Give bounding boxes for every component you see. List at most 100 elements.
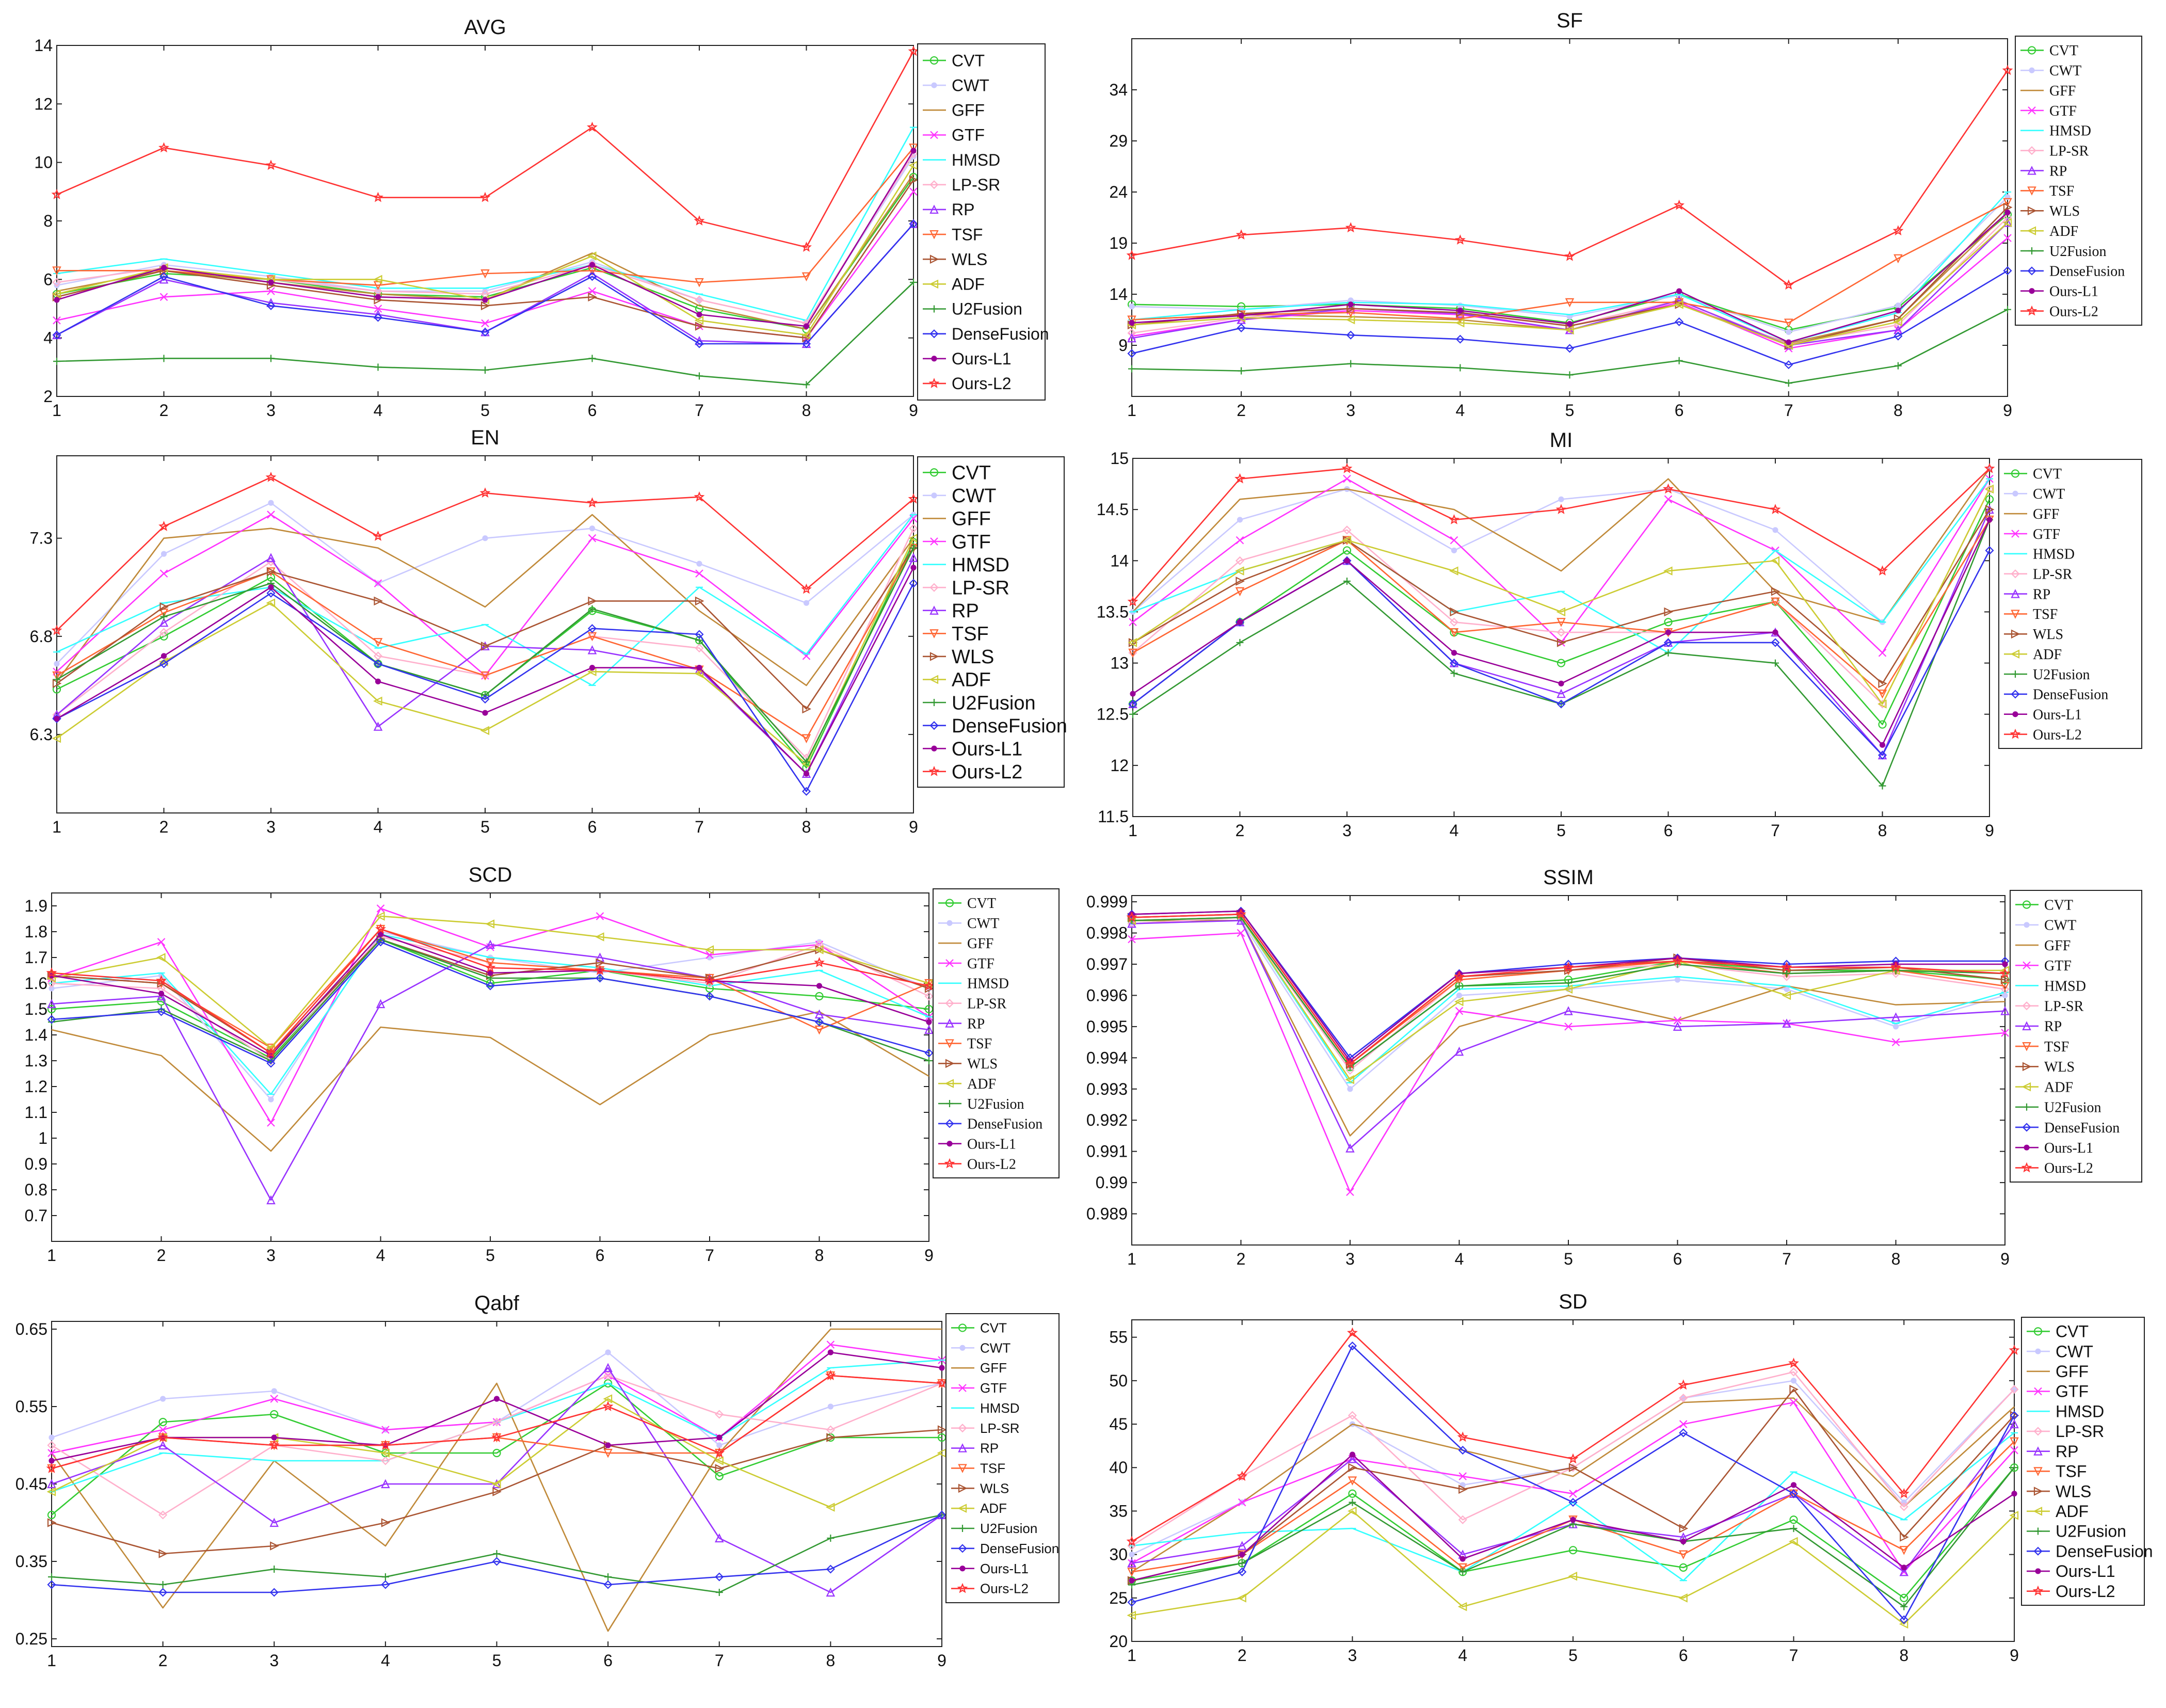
legend-label: CVT: [2056, 1322, 2089, 1341]
x-tick-label: 3: [1346, 401, 1355, 420]
series-line-wls: [56, 547, 914, 710]
data-point-ours-l2: [1564, 250, 1575, 261]
x-tick-label: 8: [1894, 401, 1903, 420]
legend-item-cwt: CWT: [938, 916, 999, 932]
data-point-ours-l1: [1558, 680, 1564, 687]
series-line-gff: [1131, 1397, 2015, 1573]
data-point-ours-l1: [161, 265, 167, 271]
x-tick-label: 6: [588, 818, 597, 836]
legend-item-cvt: CVT: [923, 51, 985, 70]
x-tick-label: 6: [596, 1246, 605, 1265]
legend-marker: [2022, 1062, 2032, 1072]
data-point-cwt: [1786, 329, 1792, 335]
y-tick-label: 10: [34, 153, 53, 172]
data-point-rp: [158, 1440, 168, 1450]
x-tick-label: 4: [374, 818, 383, 836]
legend-marker: [2027, 146, 2036, 155]
plot-frame: [1132, 458, 1990, 817]
legend-marker: [2011, 629, 2020, 639]
data-point-rp: [156, 991, 166, 1001]
data-point-cvt: [158, 1417, 167, 1427]
data-point-cwt: [1674, 977, 1681, 983]
data-point-adf: [52, 289, 61, 299]
legend-marker: [2028, 106, 2036, 115]
chart-qabf: Qabf 0.25 0.35 0.45 0.55 0.65 1 2 3 4 5 6 7 8 9 CVT CWT G…: [15, 1292, 1060, 1670]
data-point-ours-l1: [268, 279, 274, 285]
data-point-gtf: [1673, 1016, 1682, 1025]
data-point-densefusion: [695, 339, 704, 348]
legend-item-gtf: GTF: [2004, 526, 2060, 542]
data-point-ours-l1: [589, 665, 596, 671]
data-point-cwt: [2002, 992, 2008, 999]
y-tick-label: 0.55: [15, 1397, 47, 1416]
y-tick-label: 13.5: [1097, 602, 1129, 621]
legend-marker: [2034, 1387, 2042, 1396]
data-point-tsf: [2010, 1437, 2019, 1447]
data-point-rp: [1894, 325, 1903, 334]
legend-marker: [2022, 1123, 2031, 1132]
data-point-ours-l2: [158, 521, 169, 531]
legend-marker: [2022, 900, 2031, 909]
legend-item-ours-l1: Ours-L1: [2015, 1140, 2093, 1156]
data-point-densefusion: [159, 659, 169, 668]
data-point-ours-l2: [1449, 514, 1459, 524]
data-point-ours-l2: [265, 159, 277, 170]
series-line-gtf: [56, 191, 914, 339]
y-tick-label: 0.45: [15, 1475, 47, 1493]
legend-label: ADF: [967, 1076, 996, 1092]
legend-marker: [2027, 46, 2036, 55]
legend-item-gff: GFF: [923, 101, 985, 120]
legend-marker: [2033, 1427, 2043, 1436]
data-point-densefusion: [826, 1565, 835, 1574]
data-point-ours-l1: [1239, 1552, 1245, 1558]
x-tick-label: 9: [2000, 1250, 2010, 1268]
series-line-gff: [56, 514, 914, 687]
legend-label: GTF: [2044, 958, 2072, 974]
legend-marker: [959, 1345, 966, 1351]
legend-label: TSF: [2033, 606, 2058, 622]
series-line-gff: [51, 1328, 942, 1632]
series-wls: [1127, 202, 2013, 350]
data-point-rp: [47, 1479, 56, 1489]
data-point-wls: [47, 1518, 57, 1527]
data-point-densefusion: [1568, 1498, 1578, 1507]
legend-marker: [946, 1141, 953, 1147]
data-point-lp-sr: [158, 1510, 168, 1520]
data-point-adf: [1770, 556, 1780, 566]
data-point-ours-l1: [696, 665, 702, 671]
data-point-ours-l2: [1457, 1431, 1468, 1442]
data-point-ours-l1: [716, 1434, 723, 1441]
series-rp: [52, 553, 918, 778]
data-point-rp: [1347, 1454, 1357, 1463]
data-point-adf: [1565, 325, 1574, 335]
legend-marker: [2027, 226, 2036, 235]
data-point-ours-l2: [1347, 1327, 1358, 1338]
data-point-ours-l1: [161, 653, 167, 659]
legend-item-hmsd: HMSD: [2015, 978, 2086, 994]
data-point-tsf: [1878, 689, 1887, 699]
legend-label: GTF: [2049, 103, 2077, 119]
data-point-wls: [1679, 1524, 1689, 1533]
series-line-tsf: [56, 548, 914, 739]
y-tick-label: 14: [34, 36, 53, 55]
legend-item-gff: GFF: [2020, 83, 2076, 99]
data-point-adf: [1568, 1571, 1578, 1581]
legend-item-wls: WLS: [938, 1056, 998, 1072]
data-point-gtf: [1450, 536, 1458, 545]
legend-label: Ours-L2: [2049, 304, 2098, 320]
x-tick-label: 6: [603, 1651, 613, 1670]
legend-marker: [2012, 711, 2018, 717]
data-point-cwt: [1892, 1024, 1899, 1030]
data-point-tsf: [373, 638, 383, 647]
data-point-lp-sr: [1557, 628, 1566, 637]
data-point-cvt: [1348, 1489, 1357, 1498]
legend-marker: [931, 492, 937, 499]
data-point-u2fusion: [53, 358, 60, 365]
legend-label: GTF: [952, 531, 991, 553]
legend-item-lp-sr: LP-SR: [2004, 567, 2073, 583]
legend-marker: [929, 204, 939, 214]
legend-item-adf: ADF: [923, 669, 991, 691]
legend-item-ours-l2: Ours-L2: [2020, 304, 2098, 320]
x-tick-label: 2: [1236, 821, 1245, 840]
